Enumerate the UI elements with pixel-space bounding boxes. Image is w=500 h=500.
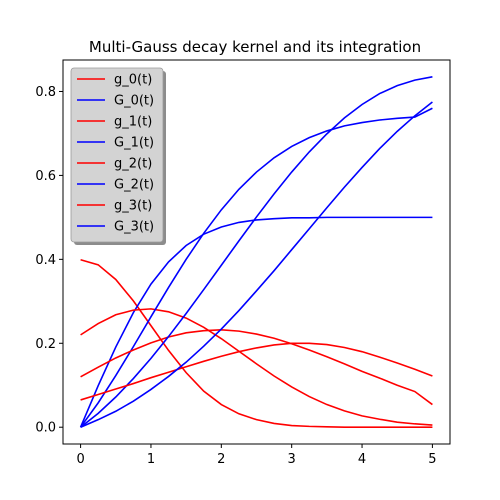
legend-label: G_3(t): [114, 220, 154, 235]
x-axis: 0 1 2 3 4 5: [76, 444, 437, 467]
x-tick-label: 1: [147, 452, 155, 467]
series-line-g0t: [79, 216, 433, 428]
series-line-g1t: [80, 308, 433, 426]
series-line-g2t: [80, 329, 433, 406]
x-tick-label: 4: [358, 452, 366, 467]
x-tick-label: 5: [428, 452, 436, 467]
y-tick-label: 0.6: [35, 169, 56, 184]
chart-title: Multi-Gauss decay kernel and its integra…: [89, 38, 421, 56]
x-tick-label: 2: [217, 452, 225, 467]
legend-label: G_1(t): [114, 136, 154, 151]
x-tick-label: 0: [76, 452, 84, 467]
legend: g_0(t) G_0(t) g_1(t) G_1(t) g_2(t) G_2(t) g_3(…: [70, 67, 166, 245]
plot-area: [79, 76, 433, 429]
series-line-g2t: [80, 76, 433, 428]
legend-label: G_0(t): [114, 94, 154, 109]
legend-box: [70, 67, 164, 243]
series-line-g3t: [80, 342, 433, 401]
y-tick-label: 0.8: [35, 85, 56, 100]
legend-label: G_2(t): [114, 178, 154, 193]
legend-label: g_2(t): [114, 157, 152, 172]
legend-label: g_0(t): [114, 73, 152, 88]
y-axis: 0.0 0.2 0.4 0.6 0.8: [35, 85, 63, 436]
legend-label: g_3(t): [114, 199, 152, 214]
axes-frame: [62, 59, 451, 445]
legend-label: g_1(t): [114, 115, 152, 130]
series-line-g3t: [80, 101, 433, 428]
y-tick-label: 0.0: [35, 421, 56, 436]
series-line-g1t: [79, 107, 433, 428]
y-tick-label: 0.2: [35, 337, 56, 352]
x-tick-label: 3: [288, 452, 296, 467]
y-tick-label: 0.4: [35, 253, 56, 268]
